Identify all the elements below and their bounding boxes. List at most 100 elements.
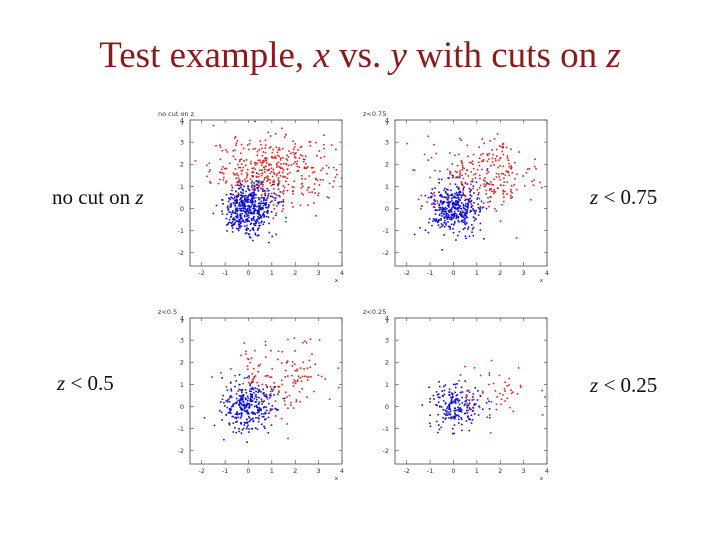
- x-tick-label: 2: [498, 467, 502, 475]
- scatter-point: [482, 152, 484, 155]
- scatter-point: [460, 202, 463, 204]
- scatter-point: [432, 193, 434, 195]
- scatter-point: [269, 172, 272, 175]
- scatter-point: [284, 391, 287, 394]
- scatter-point: [443, 216, 445, 218]
- scatter-point: [458, 399, 461, 402]
- scatter-point: [247, 211, 250, 214]
- scatter-point: [466, 222, 468, 224]
- scatter-point: [244, 164, 247, 166]
- scatter-point: [457, 409, 459, 411]
- scatter-point: [267, 169, 270, 172]
- y-tick-label: 4: [385, 315, 389, 323]
- plot-frame: [189, 119, 343, 267]
- scatter-point: [448, 404, 450, 406]
- scatter-point: [340, 177, 343, 179]
- scatter-point: [328, 398, 331, 401]
- scatter-point: [503, 177, 505, 180]
- scatter-point: [462, 177, 465, 180]
- scatter-point: [326, 172, 328, 175]
- scatter-point: [493, 178, 495, 181]
- scatter-point: [517, 367, 520, 369]
- scatter-point: [262, 406, 265, 409]
- scatter-point: [463, 211, 465, 214]
- scatter-point: [231, 218, 234, 221]
- scatter-point: [459, 374, 462, 376]
- scatter-point: [229, 395, 232, 397]
- scatter-point: [500, 146, 503, 148]
- scatter-point: [282, 193, 285, 195]
- scatter-point: [459, 407, 462, 409]
- scatter-point: [306, 379, 309, 381]
- scatter-point: [443, 412, 446, 415]
- scatter-point: [434, 169, 437, 172]
- scatter-point: [446, 212, 448, 215]
- scatter-point: [251, 228, 254, 230]
- scatter-point: [250, 390, 252, 393]
- scatter-point: [252, 187, 254, 190]
- scatter-point: [264, 192, 266, 195]
- scatter-point: [513, 184, 516, 186]
- scatter-point: [485, 402, 488, 404]
- scatter-point: [463, 404, 466, 407]
- scatter-point: [226, 213, 228, 216]
- scatter-point: [449, 413, 452, 416]
- scatter-point: [240, 152, 242, 155]
- scatter-point: [243, 342, 246, 344]
- scatter-point: [237, 390, 239, 393]
- scatter-point: [466, 412, 469, 414]
- scatter-point: [265, 160, 268, 162]
- scatter-point: [235, 402, 238, 404]
- scatter-point: [242, 220, 245, 223]
- scatter-point: [248, 375, 250, 377]
- scatter-point: [254, 375, 257, 377]
- scatter-point: [250, 210, 252, 213]
- scatter-point: [461, 168, 463, 171]
- scatter-point: [449, 170, 451, 173]
- scatter-point: [448, 194, 450, 197]
- scatter-point: [446, 406, 449, 408]
- scatter-point: [467, 403, 470, 406]
- scatter-point: [270, 156, 273, 159]
- scatter-point: [337, 367, 340, 369]
- scatter-point: [468, 418, 470, 421]
- scatter-point: [454, 400, 457, 403]
- scatter-point: [268, 164, 270, 167]
- scatter-point: [476, 399, 479, 401]
- scatter-point: [274, 400, 277, 402]
- scatter-point: [240, 389, 242, 391]
- scatter-point: [263, 189, 266, 192]
- scatter-point: [286, 177, 289, 180]
- scatter-point: [241, 209, 244, 212]
- scatter-point: [505, 170, 508, 172]
- scatter-point: [266, 178, 269, 180]
- scatter-point: [447, 177, 449, 179]
- scatter-point: [250, 218, 253, 220]
- scatter-point: [293, 363, 296, 366]
- scatter-point: [241, 194, 244, 197]
- scatter-point: [252, 413, 255, 415]
- scatter-point: [462, 203, 465, 206]
- scatter-point: [265, 206, 268, 209]
- scatter-point: [471, 396, 474, 398]
- scatter-point: [309, 366, 312, 369]
- scatter-point: [477, 203, 479, 206]
- scatter-point: [232, 431, 235, 433]
- scatter-point: [421, 404, 424, 406]
- scatter-point: [258, 210, 260, 213]
- scatter-point: [429, 422, 431, 425]
- scatter-point: [488, 372, 491, 374]
- scatter-point: [236, 180, 239, 183]
- scatter-point: [256, 183, 259, 186]
- scatter-point: [466, 206, 469, 208]
- scatter-point: [450, 209, 452, 212]
- scatter-point: [236, 207, 238, 209]
- scatter-point: [442, 395, 444, 398]
- scatter-point: [235, 397, 238, 400]
- scatter-point: [236, 172, 238, 175]
- scatter-point: [426, 201, 428, 203]
- scatter-point: [249, 383, 251, 385]
- y-axis-label: y: [181, 318, 185, 324]
- scatter-point: [252, 167, 255, 169]
- scatter-point: [235, 380, 237, 382]
